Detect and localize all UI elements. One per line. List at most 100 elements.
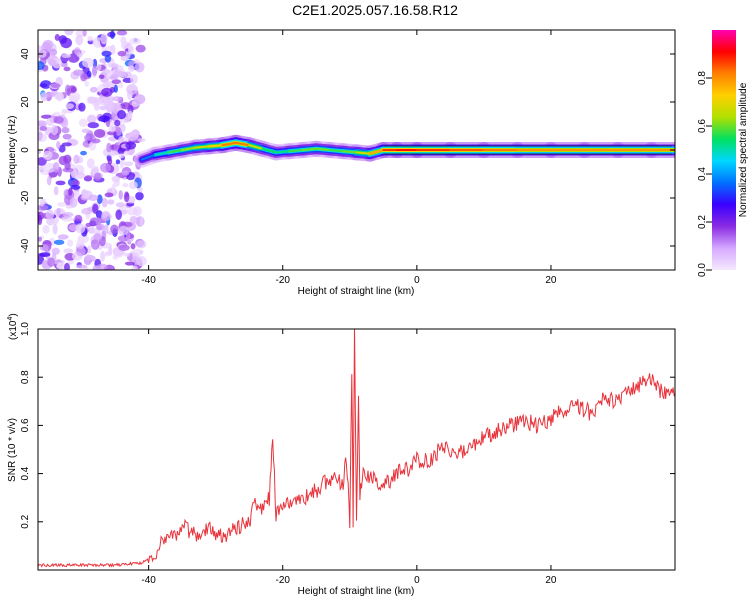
noise-blob [39, 125, 48, 132]
noise-blob [38, 149, 42, 155]
noise-blob [42, 150, 53, 160]
noise-blob [114, 251, 124, 258]
ridge-segment [261, 147, 278, 154]
noise-blob [96, 194, 103, 205]
noise-blob [61, 216, 74, 222]
noise-blob [82, 192, 90, 199]
noise-blob [39, 244, 49, 252]
colorbar-tick-label: 0.0 [697, 263, 708, 277]
noise-blob [62, 212, 74, 218]
ridge-segment [355, 151, 371, 155]
noise-blob [95, 223, 105, 231]
noise-blob [42, 224, 50, 234]
noise-blob [62, 133, 72, 140]
noise-blob [69, 197, 78, 208]
noise-blob [86, 158, 95, 169]
noise-blob [129, 74, 138, 85]
noise-blob [47, 219, 52, 226]
noise-blob [56, 141, 61, 149]
noise-blob [87, 122, 100, 129]
noise-blob [75, 34, 84, 46]
noise-blob [80, 150, 87, 156]
snr-y-tick-label: 0.8 [20, 370, 31, 384]
noise-blob [125, 141, 137, 150]
noise-blob [61, 53, 72, 59]
noise-blob [101, 50, 112, 57]
ridge-segment [328, 149, 345, 153]
ridge-segment [288, 149, 304, 153]
snr-x-ticks: -40 -20 0 20 [141, 329, 557, 586]
noise-blob [40, 92, 48, 102]
noise-blob [53, 239, 65, 245]
noise-blob [75, 264, 88, 269]
noise-blob [76, 239, 85, 250]
ridge-segment [140, 153, 157, 161]
noise-blob [40, 80, 52, 89]
noise-blob [129, 215, 138, 224]
noise-blob [120, 102, 131, 110]
noise-blob [106, 142, 112, 153]
noise-blob [134, 94, 146, 105]
snr-y-multiplier-exponent: 4 [7, 317, 14, 321]
ridge-segment [234, 141, 251, 147]
noise-blob [56, 262, 64, 270]
noise-blob [107, 130, 117, 136]
noise-blob [39, 198, 45, 207]
noise-blob [87, 36, 94, 42]
noise-blob [88, 141, 97, 151]
snr-plot-area [38, 329, 675, 570]
noise-blob [93, 233, 102, 241]
ridge-segment [207, 144, 224, 148]
noise-blob [38, 214, 43, 226]
noise-blob [109, 44, 116, 55]
noise-blob [110, 224, 119, 234]
noise-blob [97, 263, 108, 270]
snr-frame [37, 328, 676, 571]
colorbar-tick-label: 0.8 [697, 71, 708, 85]
noise-blob [63, 66, 71, 72]
noise-blob [104, 251, 110, 257]
snr-y-tick-label: 1.0 [20, 322, 31, 336]
noise-blob [40, 114, 53, 119]
noise-blob [86, 70, 92, 78]
noise-blob [61, 127, 70, 134]
noise-blob [52, 223, 58, 235]
noise-blob [98, 115, 110, 123]
noise-blob [57, 202, 67, 207]
noise-blob [70, 184, 81, 190]
noise-blob [85, 222, 92, 228]
noise-blob [110, 30, 115, 39]
noise-blob [87, 245, 92, 254]
ridge-segment [154, 151, 170, 156]
noise-blob [58, 144, 66, 153]
noise-blob [127, 110, 133, 120]
noise-blob [75, 223, 86, 234]
noise-blob [118, 190, 123, 200]
snr-x-axis-label: Height of straight line (km) [298, 586, 415, 597]
noise-blob [123, 161, 134, 167]
noise-blob [39, 252, 51, 257]
noise-blob [113, 70, 124, 76]
colorbar-tick-label: 0.2 [697, 215, 708, 229]
ridge-segment [342, 150, 358, 154]
colorbar-tick-label: 0.6 [697, 119, 708, 133]
noise-blob [51, 247, 60, 255]
noise-blob [61, 108, 66, 117]
noise-blob [70, 86, 76, 93]
noise-blob [84, 175, 92, 180]
noise-blob [112, 96, 122, 102]
snr-x-tick-label: -20 [276, 575, 291, 586]
noise-blob [48, 59, 57, 67]
snr-y-tick-label: 0.4 [20, 466, 31, 480]
noise-blob [64, 161, 71, 171]
noise-blob [101, 87, 113, 97]
heatmap-y-tick-label: -40 [20, 238, 31, 253]
noise-blob [38, 120, 48, 127]
heatmap-x-tick-label: 20 [545, 275, 557, 286]
noise-blob [51, 124, 59, 136]
heatmap-y-ticks: -40 -20 0 20 40 [20, 48, 675, 253]
noise-blob [61, 142, 72, 147]
ridge-segment [194, 145, 210, 149]
noise-blob [94, 128, 106, 138]
